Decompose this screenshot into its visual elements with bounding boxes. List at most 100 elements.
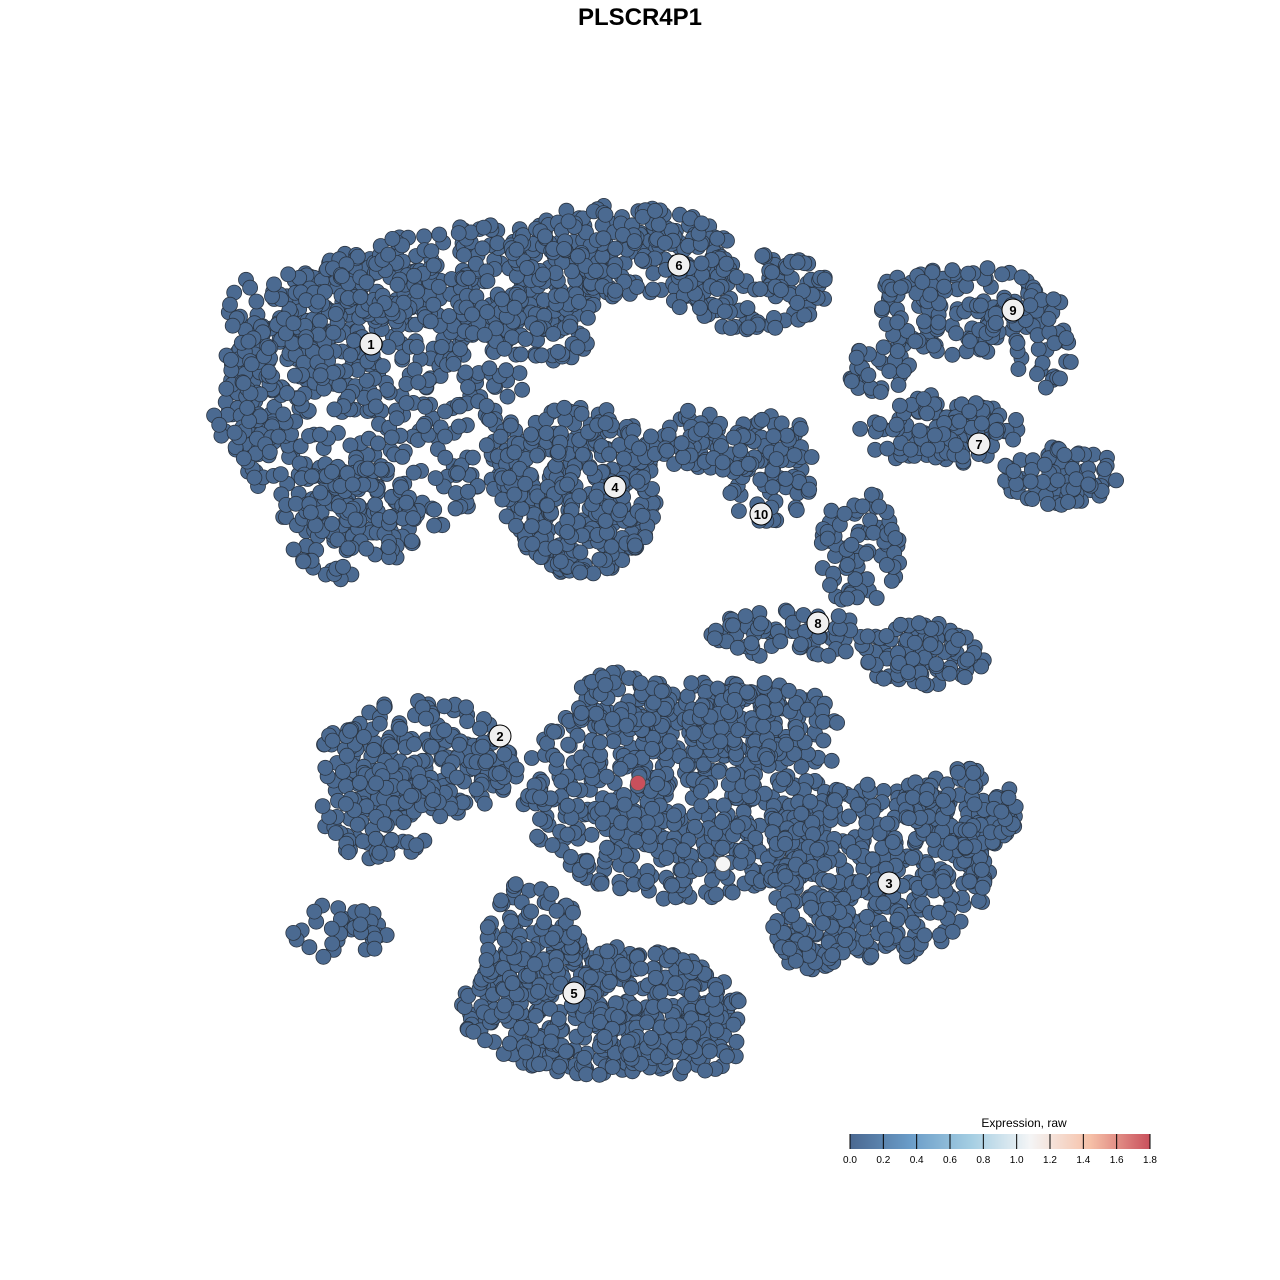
cell-point bbox=[631, 440, 647, 457]
cell-point bbox=[961, 403, 978, 420]
cell-point bbox=[523, 903, 539, 920]
cell-point bbox=[513, 1019, 529, 1036]
cell-point bbox=[728, 269, 745, 285]
cell-point bbox=[639, 814, 656, 831]
cell-point bbox=[778, 736, 795, 753]
cell-point bbox=[559, 797, 576, 814]
cell-point bbox=[388, 410, 405, 427]
cell-point bbox=[626, 999, 643, 1016]
cell-point bbox=[768, 451, 785, 468]
cell-point bbox=[973, 861, 990, 878]
cell-point bbox=[481, 360, 498, 377]
cell-point bbox=[930, 314, 947, 331]
cell-point bbox=[508, 518, 524, 534]
cell-point bbox=[931, 904, 947, 921]
cell-point bbox=[731, 503, 747, 519]
cell-point bbox=[1022, 297, 1039, 314]
cell-point bbox=[460, 483, 476, 500]
cell-point bbox=[871, 498, 887, 515]
cell-point bbox=[645, 281, 661, 298]
cell-point bbox=[1108, 472, 1124, 489]
cell-point bbox=[823, 502, 840, 519]
cell-point bbox=[815, 915, 831, 931]
cell-point bbox=[892, 616, 909, 633]
cell-point bbox=[943, 834, 959, 851]
cell-point bbox=[788, 502, 805, 519]
cell-point bbox=[306, 903, 323, 920]
cell-point bbox=[409, 283, 426, 300]
cell-point bbox=[464, 449, 481, 466]
cell-point bbox=[1022, 473, 1039, 490]
cell-point bbox=[845, 844, 862, 860]
cell-point bbox=[777, 868, 794, 885]
cell-point bbox=[892, 279, 909, 296]
cell-point bbox=[573, 405, 590, 422]
cell-point bbox=[764, 479, 781, 496]
cell-point bbox=[606, 263, 623, 279]
cell-point bbox=[417, 398, 434, 415]
cell-point bbox=[583, 762, 599, 779]
cell-point bbox=[843, 373, 860, 390]
cell-point bbox=[693, 255, 710, 272]
cell-point bbox=[342, 347, 359, 364]
cell-point bbox=[888, 416, 905, 433]
cell-point bbox=[1096, 461, 1113, 478]
cell-point bbox=[979, 260, 996, 277]
cell-point bbox=[935, 873, 952, 890]
cluster-label-7: 7 bbox=[967, 432, 991, 456]
cell-point bbox=[474, 738, 491, 755]
cell-point bbox=[799, 701, 816, 718]
cell-point bbox=[370, 435, 386, 452]
cell-point bbox=[492, 428, 509, 445]
cell-point bbox=[961, 873, 978, 890]
cell-point bbox=[772, 633, 789, 650]
cell-point bbox=[650, 216, 667, 233]
cell-point bbox=[692, 299, 708, 316]
cell-point bbox=[507, 876, 524, 892]
cell-point bbox=[872, 384, 889, 401]
cell-point bbox=[634, 507, 651, 524]
cell-point bbox=[573, 705, 590, 721]
cell-point bbox=[502, 417, 519, 434]
cell-point bbox=[675, 1059, 692, 1076]
cell-point bbox=[315, 948, 332, 965]
cell-point bbox=[948, 325, 964, 342]
cell-point bbox=[626, 816, 643, 833]
cell-point bbox=[544, 837, 561, 853]
cell-point bbox=[504, 975, 521, 991]
cell-point bbox=[312, 426, 328, 443]
cell-point bbox=[919, 405, 935, 422]
cell-point bbox=[529, 828, 545, 845]
cell-point bbox=[368, 775, 385, 792]
cell-point bbox=[597, 677, 614, 694]
cell-point bbox=[410, 374, 427, 391]
cell-point bbox=[1029, 366, 1045, 383]
cell-point bbox=[437, 449, 454, 466]
cell-point bbox=[739, 300, 756, 316]
cell-point bbox=[389, 276, 406, 293]
cell-point bbox=[460, 269, 477, 286]
cell-point bbox=[922, 636, 939, 653]
cell-point bbox=[323, 920, 340, 937]
cell-point bbox=[755, 704, 772, 720]
cell-point bbox=[352, 289, 369, 305]
cell-point bbox=[476, 795, 493, 812]
cell-point bbox=[496, 746, 513, 763]
cell-point bbox=[681, 1039, 698, 1055]
cell-point bbox=[337, 796, 354, 812]
cell-point bbox=[1040, 496, 1056, 512]
cell-point bbox=[593, 875, 610, 892]
cell-point bbox=[398, 494, 415, 511]
cell-point bbox=[691, 861, 708, 877]
cell-point bbox=[416, 228, 433, 245]
cell-point bbox=[839, 557, 856, 573]
cell-point bbox=[425, 257, 442, 274]
cell-point bbox=[622, 1046, 639, 1063]
cell-point bbox=[875, 339, 892, 356]
cell-point bbox=[822, 577, 838, 594]
cell-point bbox=[240, 333, 257, 350]
cell-point bbox=[553, 773, 570, 790]
cell-point bbox=[775, 771, 792, 787]
cell-point bbox=[594, 815, 611, 832]
cell-point bbox=[374, 358, 391, 375]
